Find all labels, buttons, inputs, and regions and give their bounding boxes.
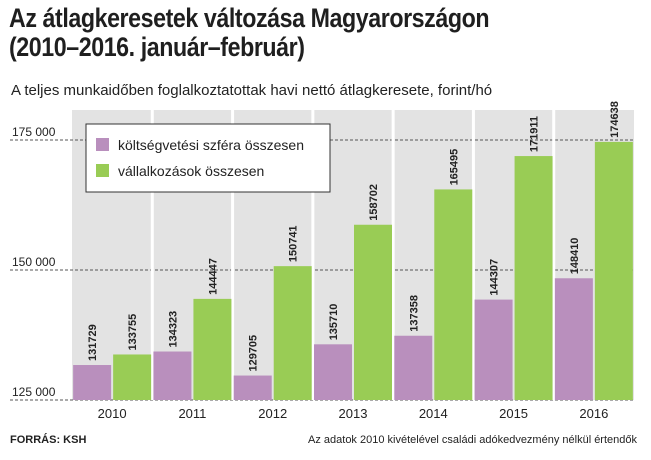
footnote: Az adatok 2010 kivételével családi adóke… — [308, 434, 637, 446]
y-tick-label: 175 000 — [12, 125, 56, 139]
bar-label-vallalkozas-2016: 174638 — [609, 101, 621, 138]
bar-vallalkozas-2014 — [434, 189, 473, 400]
bar-label-vallalkozas-2015: 171911 — [529, 116, 541, 152]
legend: költségvetési szféra összesen vállalkozá… — [85, 123, 331, 193]
y-tick-label: 150 000 — [12, 255, 56, 269]
bar-label-kozszfera-2016: 148410 — [569, 238, 581, 275]
bar-label-vallalkozas-2011: 144447 — [207, 258, 219, 295]
title-line-2: (2010–2016. január–február) — [9, 32, 305, 62]
legend-swatch-vallalkozas — [96, 164, 109, 177]
bar-kozszfera-2011 — [153, 351, 192, 400]
x-tick-label: 2012 — [258, 406, 287, 421]
source-note: FORRÁS: KSH — [10, 434, 87, 446]
chart-subtitle: A teljes munkaidőben foglalkoztatottak h… — [11, 82, 493, 99]
bar-vallalkozas-2015 — [514, 156, 553, 400]
bar-vallalkozas-2010 — [113, 354, 152, 400]
legend-label-vallalkozas: vállalkozások összesen — [118, 163, 264, 179]
bar-label-kozszfera-2013: 135710 — [328, 304, 340, 341]
bar-kozszfera-2012 — [233, 375, 272, 400]
x-tick-label: 2015 — [499, 406, 528, 421]
legend-swatch-kozszfera — [96, 138, 109, 151]
legend-box — [85, 123, 331, 193]
bar-label-kozszfera-2015: 144307 — [489, 259, 501, 296]
bars — [73, 141, 633, 401]
bar-label-kozszfera-2010: 131729 — [87, 324, 99, 361]
bar-kozszfera-2010 — [73, 365, 112, 400]
y-axis-ticks: 125 000 150 000 175 000 — [12, 125, 56, 399]
bar-vallalkozas-2016 — [594, 141, 633, 401]
bar-label-kozszfera-2014: 137358 — [408, 295, 420, 332]
bar-kozszfera-2013 — [314, 344, 352, 400]
bar-value-labels: 131729 133755 134323 144447 129705 150741 1357… — [87, 101, 621, 371]
chart-title: Az átlagkeresetek változása Magyarország… — [9, 4, 551, 62]
bar-label-vallalkozas-2014: 165495 — [448, 149, 460, 186]
x-tick-label: 2013 — [339, 406, 368, 421]
bar-label-vallalkozas-2012: 150741 — [288, 225, 300, 262]
bar-kozszfera-2015 — [474, 299, 513, 400]
bar-label-vallalkozas-2013: 158702 — [368, 184, 380, 221]
x-tick-label: 2016 — [579, 406, 608, 421]
bar-label-kozszfera-2011: 134323 — [167, 311, 179, 348]
x-tick-label: 2010 — [98, 406, 127, 421]
bar-vallalkozas-2011 — [193, 298, 232, 400]
bar-label-kozszfera-2012: 129705 — [248, 335, 260, 372]
x-axis-ticks: 2010 2011 2012 2013 2014 2015 2016 — [98, 406, 609, 421]
bar-kozszfera-2016 — [554, 278, 593, 400]
bar-label-vallalkozas-2010: 133755 — [127, 314, 139, 351]
x-tick-label: 2011 — [178, 406, 206, 421]
legend-label-kozszfera: költségvetési szféra összesen — [118, 137, 304, 153]
x-tick-label: 2014 — [419, 406, 448, 421]
title-line-1: Az átlagkeresetek változása Magyarország… — [9, 3, 490, 33]
y-tick-label: 125 000 — [12, 385, 56, 399]
bar-vallalkozas-2012 — [273, 266, 312, 400]
bar-vallalkozas-2013 — [354, 224, 392, 400]
bar-kozszfera-2014 — [394, 335, 433, 400]
